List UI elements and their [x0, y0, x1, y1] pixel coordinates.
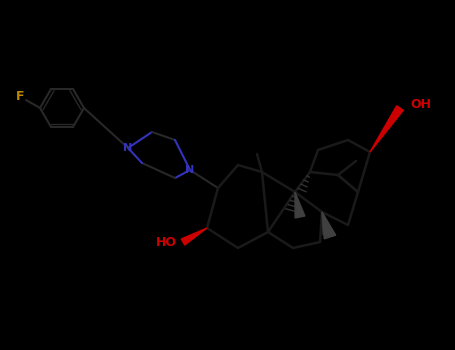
- Polygon shape: [181, 228, 207, 245]
- Polygon shape: [370, 106, 403, 152]
- Polygon shape: [322, 212, 331, 235]
- Polygon shape: [295, 192, 305, 218]
- Polygon shape: [322, 212, 336, 239]
- Text: HO: HO: [156, 236, 177, 248]
- Text: N: N: [185, 165, 195, 175]
- Text: F: F: [16, 90, 24, 103]
- Text: N: N: [123, 143, 132, 153]
- Text: OH: OH: [410, 98, 431, 111]
